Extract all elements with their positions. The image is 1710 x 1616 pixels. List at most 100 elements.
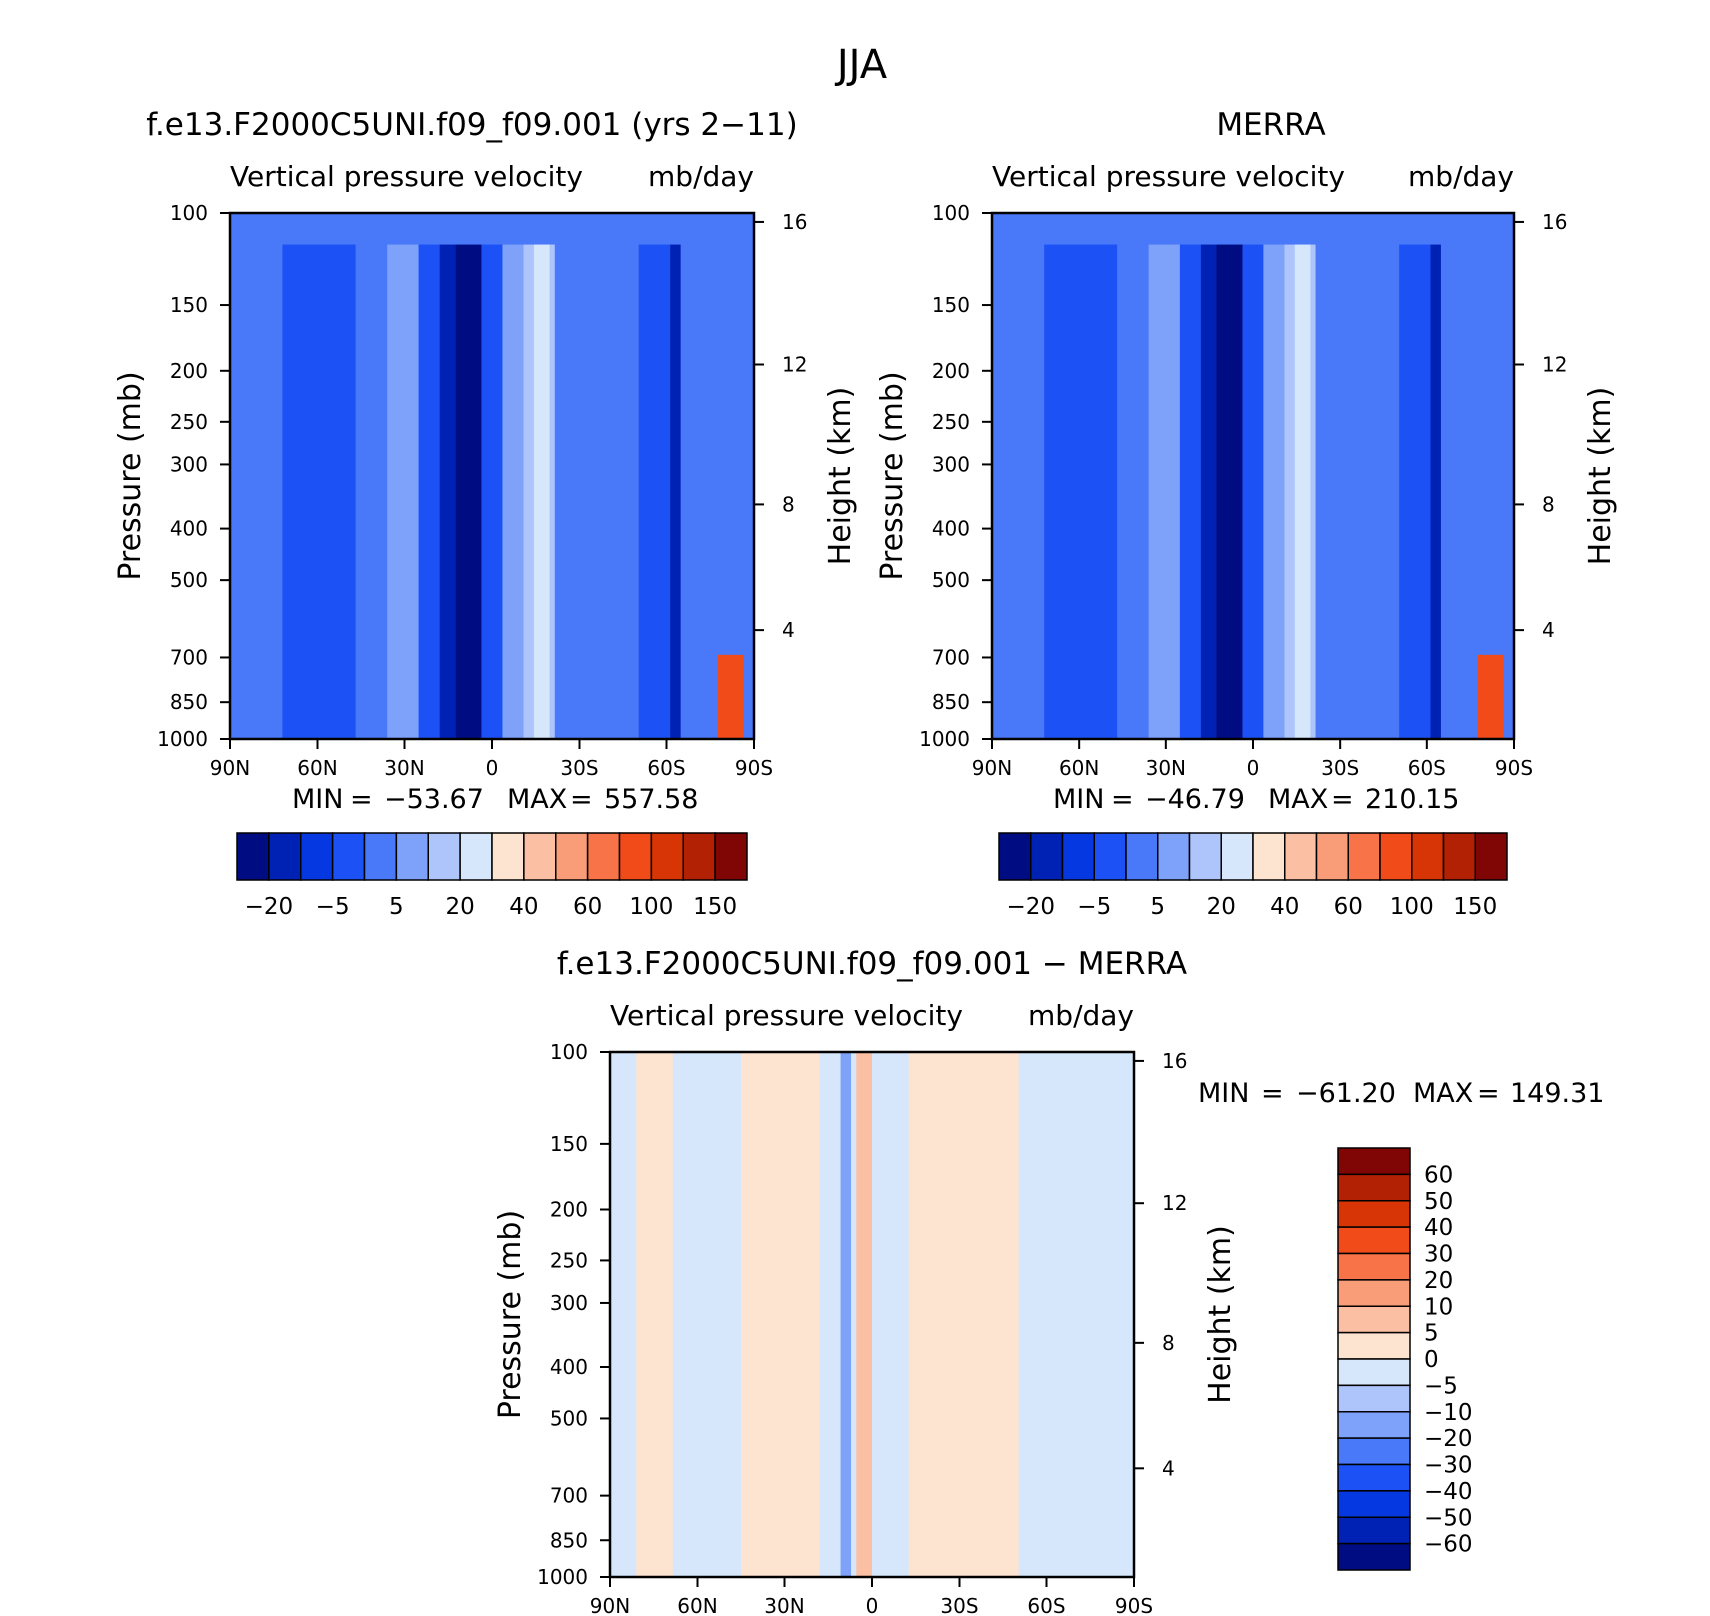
x-tick-label: 60N [1059,756,1099,780]
colorbar-swatch [618,832,653,881]
y2-tick-label: 4 [1542,618,1555,642]
colorbar-swatch [1125,832,1159,881]
y-tick-label: 500 [550,1406,588,1430]
colorbar-label: 5 [1150,894,1165,920]
colorbar-label: −10 [1424,1400,1473,1426]
y-tick-label: 1000 [919,727,970,751]
x-tick-label: 60N [677,1594,717,1616]
y-tick-label: 300 [550,1291,588,1315]
colorbar-swatch [682,832,716,881]
colorbar-swatch [1315,832,1349,881]
colorbar-swatch [1337,1147,1411,1176]
y-tick-label: 700 [550,1484,588,1508]
colorbar-swatch [459,832,493,881]
stat-min-label: MIN [1053,784,1104,815]
y2-tick-label: 16 [782,210,807,234]
colorbar-label: 40 [1270,894,1299,920]
x-tick-label: 30N [764,1594,804,1616]
y2-tick-label: 16 [1542,210,1567,234]
colorbar-swatch [1442,832,1476,881]
y-tick-label: 700 [170,645,208,669]
contour-band [856,1052,872,1577]
x-tick-label: 60N [297,756,337,780]
stat-max-label: MAX [507,784,567,815]
y-tick-label: 500 [932,568,970,592]
contour-band [1399,244,1431,739]
y-tick-label: 100 [550,1040,588,1064]
colorbar-label: −60 [1424,1532,1473,1558]
colorbar-label: −50 [1424,1505,1473,1531]
subtitle-left: Vertical pressure velocity [230,160,583,193]
panel-merra: MERRA Vertical pressure velocity mb/day 90N… [875,107,1618,920]
colorbar-label: 40 [1424,1215,1453,1241]
stat-equals: = [1261,1078,1284,1109]
x-tick-label: 60S [647,756,685,780]
contour-band [1216,244,1243,739]
stat-min-value: −61.20 [1296,1078,1396,1109]
panel-title: f.e13.F2000C5UNI.f09_f09.001 − MERRA [557,946,1187,982]
colorbar-swatch [998,832,1032,881]
y-axis-title: Pressure (mb) [493,1210,528,1419]
colorbar-label: 150 [693,894,737,920]
y2-tick-label: 12 [1162,1191,1187,1215]
colorbar-label: 100 [629,894,673,920]
colorbar-label: −5 [316,894,350,920]
y-tick-label: 250 [932,410,970,434]
contour-band [1018,1052,1134,1577]
y-tick-label: 150 [170,293,208,317]
contour-band [1242,244,1264,739]
colorbar-label: −5 [1424,1373,1458,1399]
x-tick-label: 30N [384,756,424,780]
colorbar-swatch [1337,1542,1411,1571]
contour-band [1263,244,1285,739]
y-tick-label: 150 [932,293,970,317]
colorbar-swatch [363,832,398,881]
contour-band [1117,244,1149,739]
colorbar-label: −20 [245,894,294,920]
stat-max-value: 210.15 [1365,784,1459,815]
y-tick-label: 500 [170,568,208,592]
colorbar-label: 5 [1424,1321,1439,1347]
x-tick-label: 90S [1115,1594,1153,1616]
contour-band [533,244,550,739]
contour-band [638,244,671,739]
stat-equals: = [1111,784,1134,815]
contour-band [717,654,744,739]
colorbar-swatch [1411,832,1445,881]
figure-title: JJA [834,42,888,88]
contour-band [872,1052,909,1577]
contour-band [1200,244,1217,739]
y2-tick-label: 16 [1162,1049,1187,1073]
x-tick-label: 90N [590,1594,630,1616]
y2-axis-title: Height (km) [1203,1225,1238,1404]
colorbar-label: 30 [1424,1242,1453,1268]
y2-tick-label: 8 [1162,1331,1175,1355]
contour-band [672,1052,741,1577]
contour-band [840,1052,852,1577]
colorbar-label: −20 [1424,1426,1473,1452]
colorbar-swatch [650,832,684,881]
y2-tick-label: 12 [782,352,807,376]
x-tick-label: 0 [486,756,499,780]
stat-min-value: −53.67 [384,784,484,815]
y-tick-label: 400 [550,1355,588,1379]
x-tick-label: 30N [1146,756,1186,780]
stat-max-value: 557.58 [604,784,698,815]
contour-band [282,244,356,739]
stat-equals: = [350,784,373,815]
colorbar-swatch [1347,832,1381,881]
colorbar-swatch [1337,1384,1411,1413]
colorbar-swatch [300,832,334,881]
colorbar-swatch [1337,1358,1411,1387]
colorbar-label: 60 [1424,1162,1453,1188]
colorbar-swatch [1337,1200,1411,1228]
colorbar-swatch [1337,1490,1411,1518]
x-tick-label: 90S [1495,756,1533,780]
panel-title: f.e13.F2000C5UNI.f09_f09.001 (yrs 2−11) [146,107,797,143]
colorbar-label: 10 [1424,1294,1453,1320]
contour-band [1477,654,1504,739]
contour-band [610,1052,637,1577]
colorbar-swatch [1284,832,1318,881]
y-tick-label: 200 [550,1198,588,1222]
contour-band [1315,244,1368,739]
